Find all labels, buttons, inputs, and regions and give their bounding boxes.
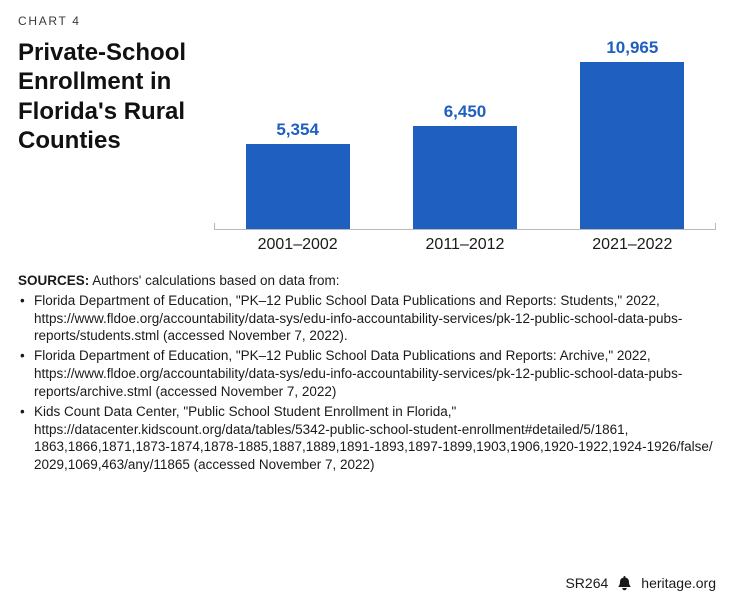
sources-list: Florida Department of Education, "PK–12 … <box>18 292 716 474</box>
bar-value-label: 10,965 <box>606 38 658 58</box>
footer: SR264 heritage.org <box>565 575 716 591</box>
chart-top-row: Private-School Enrollment in Florida's R… <box>18 38 716 258</box>
chart-number-label: CHART 4 <box>18 14 716 28</box>
bar <box>246 144 350 229</box>
bar-value-label: 5,354 <box>276 120 319 140</box>
x-axis-label: 2001–2002 <box>214 232 381 254</box>
report-code: SR264 <box>565 575 608 591</box>
bar-chart: 5,354 6,450 10,965 2001–20022011–20122021–… <box>214 38 716 258</box>
footer-site: heritage.org <box>641 575 716 591</box>
bar-group: 5,354 <box>214 38 381 229</box>
liberty-bell-icon <box>618 576 631 591</box>
source-item: Florida Department of Education, "PK–12 … <box>18 347 716 400</box>
source-item: Kids Count Data Center, "Public School S… <box>18 403 716 474</box>
sources-intro: Authors' calculations based on data from… <box>92 273 339 288</box>
x-axis-label: 2021–2022 <box>549 232 716 254</box>
bar-value-label: 6,450 <box>444 102 487 122</box>
x-axis-label: 2011–2012 <box>381 232 548 254</box>
bar-group: 10,965 <box>549 38 716 229</box>
plot-area: 5,354 6,450 10,965 <box>214 38 716 230</box>
bars-container: 5,354 6,450 10,965 <box>214 38 716 229</box>
bar-group: 6,450 <box>381 38 548 229</box>
chart-title: Private-School Enrollment in Florida's R… <box>18 38 214 155</box>
x-axis: 2001–20022011–20122021–2022 <box>214 232 716 258</box>
bar <box>580 62 684 229</box>
source-item: Florida Department of Education, "PK–12 … <box>18 292 716 345</box>
bar <box>413 126 517 229</box>
sources-block: SOURCES: Authors' calculations based on … <box>18 272 716 474</box>
sources-heading: SOURCES: <box>18 273 89 288</box>
